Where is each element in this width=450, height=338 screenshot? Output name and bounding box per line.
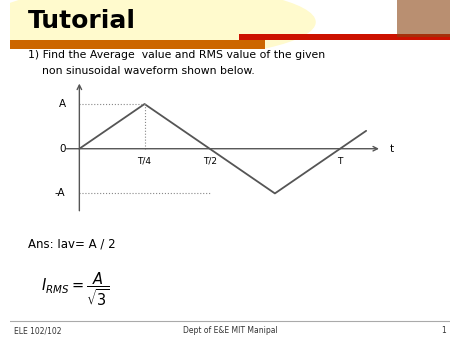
Text: non sinusoidal waveform shown below.: non sinusoidal waveform shown below. xyxy=(27,67,254,76)
Text: A: A xyxy=(59,99,66,109)
Text: T/4: T/4 xyxy=(138,157,152,166)
Text: $I_{RMS} = \dfrac{A}{\sqrt{3}}$: $I_{RMS} = \dfrac{A}{\sqrt{3}}$ xyxy=(40,271,110,308)
Text: Tutorial: Tutorial xyxy=(27,8,135,32)
Bar xyxy=(10,40,265,49)
Bar xyxy=(239,34,450,40)
Text: t: t xyxy=(390,144,394,154)
Text: Ans: Iav= A / 2: Ans: Iav= A / 2 xyxy=(27,237,115,250)
Text: 1: 1 xyxy=(441,327,446,335)
Bar xyxy=(397,0,450,37)
Text: ELE 102/102: ELE 102/102 xyxy=(14,327,62,335)
Text: T/2: T/2 xyxy=(202,157,217,166)
Text: 0: 0 xyxy=(60,144,66,154)
Text: -A: -A xyxy=(54,188,65,198)
Text: T: T xyxy=(338,157,343,166)
Text: Dept of E&E MIT Manipal: Dept of E&E MIT Manipal xyxy=(183,327,277,335)
Text: 1) Find the Average  value and RMS value of the given: 1) Find the Average value and RMS value … xyxy=(27,50,324,61)
Ellipse shape xyxy=(0,0,316,59)
